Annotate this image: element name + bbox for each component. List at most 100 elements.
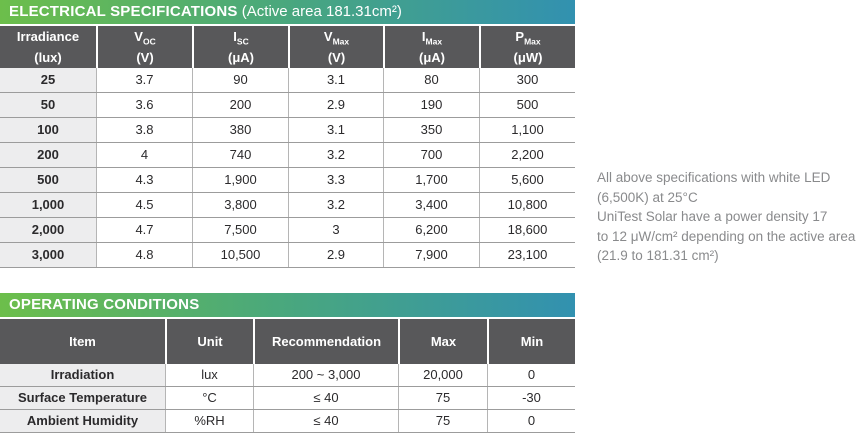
row-label-cell: Surface Temperature <box>0 387 165 409</box>
column-header-min: Min <box>487 319 575 364</box>
table-cell: 200 ~ 3,000 <box>253 364 398 386</box>
table-row: 3,000 4.8 10,500 2.9 7,900 23,100 <box>0 243 575 268</box>
table-cell: 4.8 <box>96 243 192 267</box>
op-table-header-row: Item Unit Recommendation Max Min <box>0 319 575 364</box>
table-cell: 350 <box>383 118 479 142</box>
column-header-line1: ISC <box>233 29 249 47</box>
row-label-cell: 500 <box>0 168 96 192</box>
table-cell: 80 <box>383 68 479 92</box>
electrical-specifications-table: ELECTRICAL SPECIFICATIONS (Active area 1… <box>0 0 575 268</box>
note-line: UniTest Solar have a power density 17 <box>597 209 828 224</box>
table-row: Ambient Humidity %RH ≤ 40 75 0 <box>0 410 575 433</box>
table-cell: 3.2 <box>288 143 383 167</box>
table-row: 25 3.7 90 3.1 80 300 <box>0 68 575 93</box>
operating-conditions-table: OPERATING CONDITIONS Item Unit Recommend… <box>0 293 575 433</box>
row-label-cell: 1,000 <box>0 193 96 217</box>
table-cell: 700 <box>383 143 479 167</box>
operating-conditions-title-bar: OPERATING CONDITIONS <box>0 293 575 317</box>
table-cell: 4.5 <box>96 193 192 217</box>
table-cell: 740 <box>192 143 288 167</box>
column-header-line2: (V) <box>136 49 154 65</box>
column-header-vmax: VMax (V) <box>288 26 383 68</box>
table-cell: 7,500 <box>192 218 288 242</box>
table-cell: 90 <box>192 68 288 92</box>
table-cell: 4.7 <box>96 218 192 242</box>
table-row: 500 4.3 1,900 3.3 1,700 5,600 <box>0 168 575 193</box>
table-cell: ≤ 40 <box>253 387 398 409</box>
note-line: All above specifications with white LED <box>597 170 831 185</box>
row-label-cell: 100 <box>0 118 96 142</box>
table-cell: 3 <box>288 218 383 242</box>
table-cell: 3.1 <box>288 118 383 142</box>
table-cell: 4.3 <box>96 168 192 192</box>
row-label-cell: Irradiation <box>0 364 165 386</box>
column-header-line2: (μA) <box>228 49 254 65</box>
section-title: OPERATING CONDITIONS <box>9 296 200 313</box>
table-row: 1,000 4.5 3,800 3.2 3,400 10,800 <box>0 193 575 218</box>
column-header-line1: VMax <box>323 29 350 47</box>
table-cell: 0 <box>487 410 575 432</box>
table-row: 50 3.6 200 2.9 190 500 <box>0 93 575 118</box>
table-cell: 1,700 <box>383 168 479 192</box>
column-header-line1: Irradiance <box>16 29 80 45</box>
table-cell: 3.2 <box>288 193 383 217</box>
electrical-specifications-title-bar: ELECTRICAL SPECIFICATIONS (Active area 1… <box>0 0 575 24</box>
column-header-line2: (μA) <box>419 49 445 65</box>
table-cell: 0 <box>487 364 575 386</box>
column-header-line2: (μW) <box>513 49 543 65</box>
column-header-line1: VOC <box>134 29 156 47</box>
column-header-imax: IMax (μA) <box>383 26 479 68</box>
table-cell: %RH <box>165 410 253 432</box>
table-cell: 75 <box>398 387 487 409</box>
op-table-body: Irradiation lux 200 ~ 3,000 20,000 0 Surface … <box>0 364 575 433</box>
column-header-line1: IMax <box>421 29 443 47</box>
table-row: Surface Temperature °C ≤ 40 75 -30 <box>0 387 575 410</box>
table-cell: 2,200 <box>479 143 575 167</box>
table-cell: 5,600 <box>479 168 575 192</box>
table-cell: -30 <box>487 387 575 409</box>
table-cell: 2.9 <box>288 93 383 117</box>
row-label-cell: 2,000 <box>0 218 96 242</box>
table-cell: 200 <box>192 93 288 117</box>
note-line: (21.9 to 181.31 cm²) <box>597 248 719 263</box>
table-cell: 3.8 <box>96 118 192 142</box>
column-header-recommendation: Recommendation <box>253 319 398 364</box>
table-cell: 6,200 <box>383 218 479 242</box>
table-cell: 20,000 <box>398 364 487 386</box>
column-header-voc: VOC (V) <box>96 26 192 68</box>
column-header-isc: ISC (μA) <box>192 26 288 68</box>
note-line: (6,500K) at 25°C <box>597 189 698 205</box>
table-row: Irradiation lux 200 ~ 3,000 20,000 0 <box>0 364 575 387</box>
table-cell: ≤ 40 <box>253 410 398 432</box>
table-row: 2,000 4.7 7,500 3 6,200 18,600 <box>0 218 575 243</box>
row-label-cell: 25 <box>0 68 96 92</box>
row-label-cell: 200 <box>0 143 96 167</box>
table-cell: 3.3 <box>288 168 383 192</box>
section-subtitle: (Active area 181.31cm²) <box>237 3 402 20</box>
column-header-irradiance: Irradiance (lux) <box>0 26 96 68</box>
spec-table-header-row: Irradiance (lux) VOC (V) ISC (μA) VMax (… <box>0 26 575 68</box>
table-cell: 18,600 <box>479 218 575 242</box>
table-cell: 10,800 <box>479 193 575 217</box>
specification-notes: All above specifications with white LED … <box>597 168 867 266</box>
table-cell: °C <box>165 387 253 409</box>
column-header-pmax: PMax (μW) <box>479 26 575 68</box>
table-cell: 23,100 <box>479 243 575 267</box>
table-cell: 3,400 <box>383 193 479 217</box>
column-header-line1: PMax <box>515 29 541 47</box>
note-line: to 12 μW/cm² depending on the active are… <box>597 228 856 244</box>
table-row: 100 3.8 380 3.1 350 1,100 <box>0 118 575 143</box>
table-cell: 500 <box>479 93 575 117</box>
column-header-item: Item <box>69 334 96 349</box>
row-label-cell: 3,000 <box>0 243 96 267</box>
table-cell: 3.7 <box>96 68 192 92</box>
table-cell: 1,100 <box>479 118 575 142</box>
table-cell: 75 <box>398 410 487 432</box>
table-cell: 4 <box>96 143 192 167</box>
table-cell: 190 <box>383 93 479 117</box>
table-row: 200 4 740 3.2 700 2,200 <box>0 143 575 168</box>
column-header-line2: (lux) <box>34 49 62 65</box>
table-cell: 3.1 <box>288 68 383 92</box>
table-cell: 2.9 <box>288 243 383 267</box>
